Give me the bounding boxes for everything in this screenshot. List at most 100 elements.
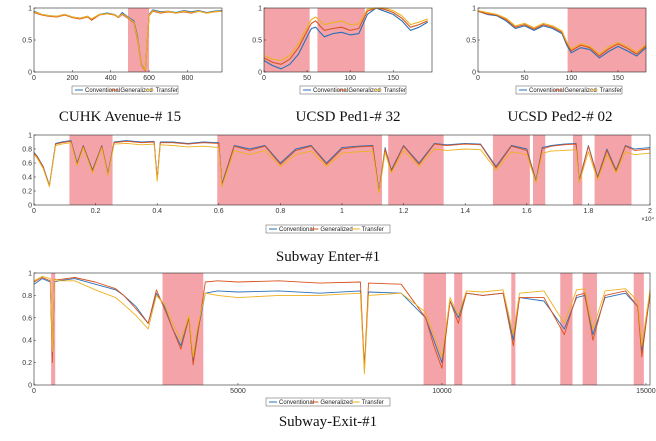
anomaly-region [423, 273, 447, 385]
y-tick-label: 0.6 [22, 315, 32, 322]
x-tick-label: 0.4 [152, 208, 162, 215]
series-line-generalized [263, 7, 428, 65]
legend: Conventional Generalized Transfer [265, 224, 391, 234]
chart-cuhk: 0 200 400 600 800 0 0.5 1 Conventional Generalize… [22, 6, 223, 125]
y-tick-label: 1 [258, 6, 262, 13]
series-line-transfer [33, 275, 651, 375]
x-tick-label: 400 [105, 75, 117, 82]
chart-caption: Subway-Exit-#1 [279, 414, 377, 430]
y-tick-label: 0.4 [22, 175, 32, 182]
y-tick-label: 0.4 [22, 338, 32, 345]
series-line-transfer [33, 10, 223, 71]
series-line-conventional [33, 278, 651, 369]
x-tick-label: 600 [143, 75, 155, 82]
y-tick-label: 0.5 [252, 38, 262, 45]
y-tick-label: 0.2 [22, 189, 32, 196]
chart-ped2: 0 50 100 150 0 0.5 1 Conventional Generalized Tra… [466, 6, 647, 125]
legend-label: Generalized [564, 88, 596, 94]
anomaly-region [69, 135, 113, 205]
series-line-transfer [263, 7, 428, 62]
x-tick-label: 10000 [432, 388, 452, 395]
chart-ped1: 0 50 100 150 0 0.5 1 Conventional Generalized Tra… [252, 6, 433, 125]
x-tick-label: 0 [262, 75, 266, 82]
anomaly-region [317, 8, 365, 72]
y-tick-label: 1 [28, 133, 32, 140]
legend: Conventional Generalized Transfer [71, 85, 179, 95]
y-tick-label: 0.5 [22, 38, 32, 45]
legend-label: Conventional [85, 88, 120, 94]
y-tick-label: 0.2 [22, 360, 32, 367]
y-tick-label: 1 [28, 6, 32, 13]
x-tick-label: 1.8 [584, 208, 594, 215]
y-tick-label: 0 [472, 70, 476, 77]
y-tick-label: 0.8 [22, 147, 32, 154]
y-tick-label: 0.6 [22, 161, 32, 168]
x-tick-label: 1.2 [399, 208, 409, 215]
y-tick-label: 0.5 [466, 38, 476, 45]
x-tick-label: 0 [32, 75, 36, 82]
legend-label: Transfer [384, 88, 406, 94]
anomaly-region [388, 135, 444, 205]
anomaly-region [511, 273, 516, 385]
legend-label: Transfer [600, 88, 622, 94]
legend-label: Generalized [320, 227, 352, 233]
x-tick-label: 100 [344, 75, 356, 82]
legend-box [71, 85, 179, 95]
x-tick-label: 0 [32, 388, 36, 395]
y-tick-label: 0 [28, 203, 32, 210]
x-exponent-label: ×10⁴ [641, 216, 654, 223]
legend-label: Conventional [313, 88, 348, 94]
y-tick-label: 1 [472, 6, 476, 13]
x-tick-label: 1 [340, 208, 344, 215]
chart-caption: UCSD Ped1-# 32 [295, 109, 400, 125]
legend-label: Transfer [362, 400, 384, 406]
x-tick-label: 150 [387, 75, 399, 82]
legend-box [265, 397, 391, 407]
anomaly-region [162, 273, 204, 385]
legend-box [299, 85, 407, 95]
anomaly-region [217, 135, 383, 205]
plot-area [34, 273, 650, 385]
anomaly-region [532, 135, 546, 205]
legend-label: Transfer [156, 88, 178, 94]
series-line-conventional [263, 7, 428, 70]
x-tick-label: 5000 [230, 388, 246, 395]
series-line-generalized [33, 140, 651, 193]
legend-box [515, 85, 623, 95]
x-tick-label: 0 [32, 208, 36, 215]
anomaly-region [567, 8, 646, 72]
series-line-transfer [33, 142, 651, 194]
x-tick-label: 150 [612, 75, 624, 82]
anomaly-region [633, 273, 644, 385]
legend-label: Conventional [279, 227, 314, 233]
x-tick-label: 0.8 [276, 208, 286, 215]
chart-caption: CUHK Avenue-# 15 [59, 109, 181, 125]
y-tick-label: 0 [28, 383, 32, 390]
chart-caption: Subway Enter-#1 [276, 249, 380, 265]
x-tick-label: 1.6 [522, 208, 532, 215]
legend-label: Generalized [320, 400, 352, 406]
anomaly-region [454, 273, 463, 385]
chart-exit: 0 5000 10000 15000 0 0.2 0.4 0.6 0.8 1 Conventiona… [22, 271, 655, 431]
legend-box [265, 224, 391, 234]
series-line-conventional [477, 10, 647, 59]
x-tick-label: 1.4 [460, 208, 470, 215]
y-tick-label: 0.8 [22, 293, 32, 300]
legend: Conventional Generalized Transfer [515, 85, 623, 95]
x-tick-label: 800 [182, 75, 194, 82]
x-tick-label: 2 [648, 208, 652, 215]
legend-label: Conventional [279, 400, 314, 406]
x-tick-label: 0 [476, 75, 480, 82]
x-tick-label: 50 [303, 75, 311, 82]
y-tick-label: 0 [258, 70, 262, 77]
y-tick-label: 1 [28, 271, 32, 278]
legend-label: Transfer [362, 227, 384, 233]
x-tick-label: 100 [565, 75, 577, 82]
x-tick-label: 0.2 [91, 208, 101, 215]
x-tick-label: 50 [521, 75, 529, 82]
series-line-generalized [33, 277, 651, 370]
plot-frame [33, 272, 651, 386]
legend: Conventional Generalized Transfer [265, 397, 391, 407]
chart-caption: UCSD Ped2-# 02 [507, 109, 612, 125]
